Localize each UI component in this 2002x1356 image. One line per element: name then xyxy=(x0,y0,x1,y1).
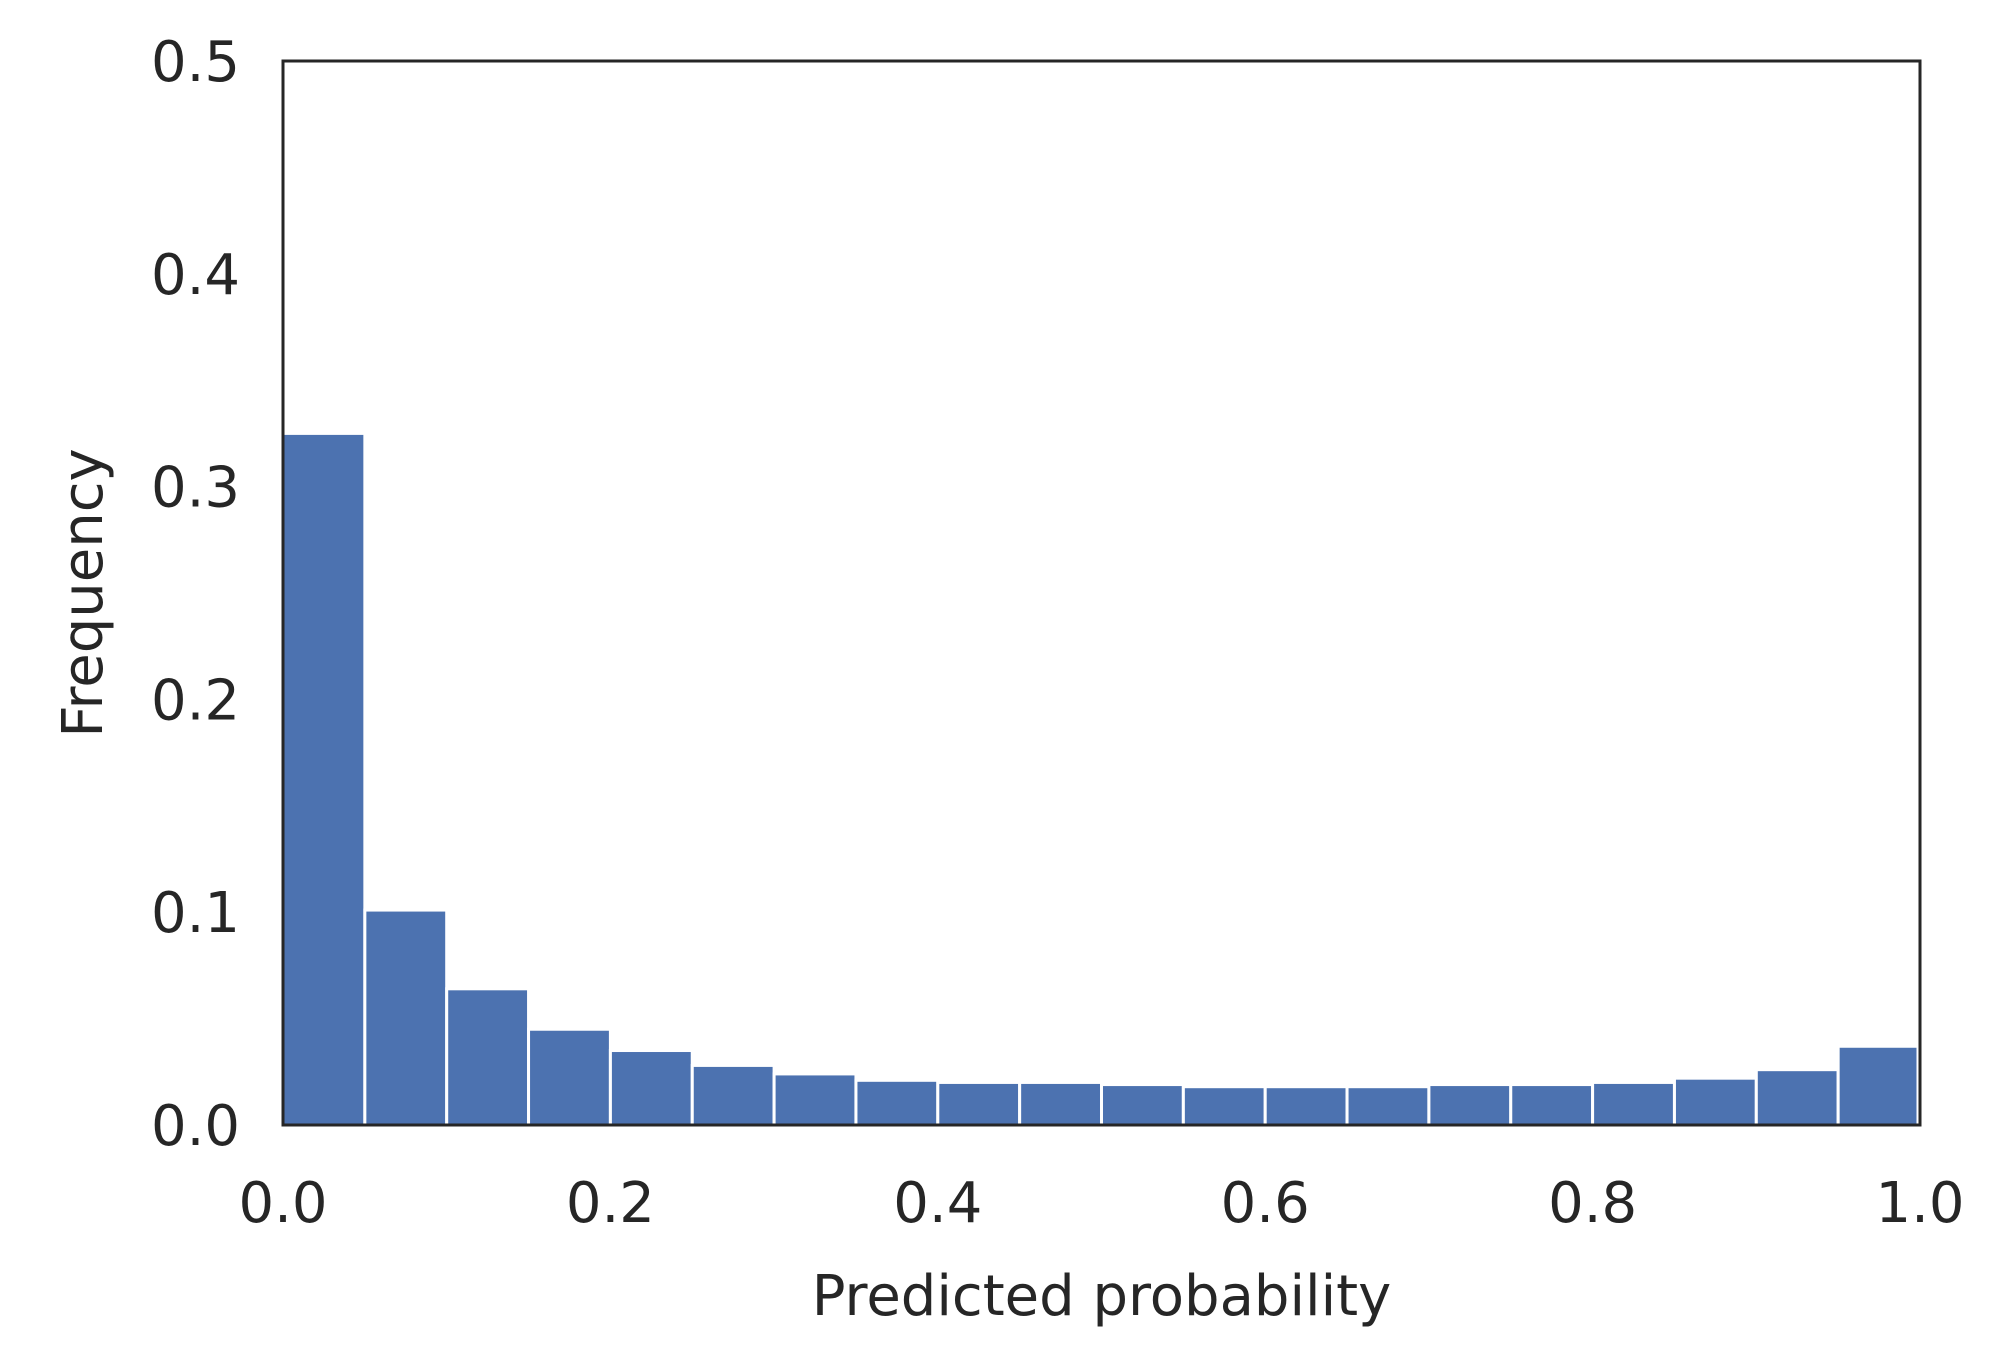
x-tick-label: 0.4 xyxy=(893,1171,982,1236)
bar xyxy=(1427,1083,1513,1127)
x-tick-label: 0.6 xyxy=(1221,1171,1310,1236)
bar xyxy=(281,431,367,1127)
y-tick-label: 0.2 xyxy=(151,668,240,733)
bar xyxy=(1345,1085,1431,1127)
bar xyxy=(1181,1085,1267,1127)
x-axis-label: Predicted probability xyxy=(812,1264,1391,1329)
bar xyxy=(936,1080,1022,1127)
x-tick-label: 1.0 xyxy=(1875,1171,1964,1236)
bar xyxy=(527,1027,612,1127)
x-tick-label: 0.2 xyxy=(566,1171,655,1236)
bar xyxy=(1672,1076,1758,1127)
plot-frame xyxy=(281,59,1922,1127)
y-tick-labels: 0.0 0.1 0.2 0.3 0.4 0.5 xyxy=(151,30,240,1159)
x-tick-labels: 0.0 0.2 0.4 0.6 0.8 1.0 xyxy=(238,1171,1964,1236)
bar xyxy=(854,1078,940,1127)
bars-group xyxy=(281,431,1920,1127)
bar xyxy=(1509,1083,1595,1127)
y-tick-label: 0.1 xyxy=(151,881,240,946)
bar xyxy=(772,1072,858,1127)
bar xyxy=(1100,1083,1185,1127)
bar xyxy=(1836,1044,1920,1127)
bar xyxy=(1754,1068,1840,1127)
y-tick-label: 0.0 xyxy=(151,1094,240,1159)
bar xyxy=(690,1063,776,1127)
x-tick-label: 0.8 xyxy=(1548,1171,1637,1236)
bar xyxy=(1591,1080,1676,1127)
y-tick-label: 0.3 xyxy=(151,456,240,521)
y-tick-label: 0.5 xyxy=(151,30,240,95)
bar xyxy=(363,908,449,1127)
bar xyxy=(1018,1080,1104,1127)
bar xyxy=(1263,1085,1349,1127)
y-axis-label: Frequency xyxy=(51,448,116,737)
x-tick-label: 0.0 xyxy=(238,1171,327,1236)
bar xyxy=(445,987,531,1127)
y-tick-label: 0.4 xyxy=(151,243,240,308)
bar xyxy=(608,1049,694,1127)
